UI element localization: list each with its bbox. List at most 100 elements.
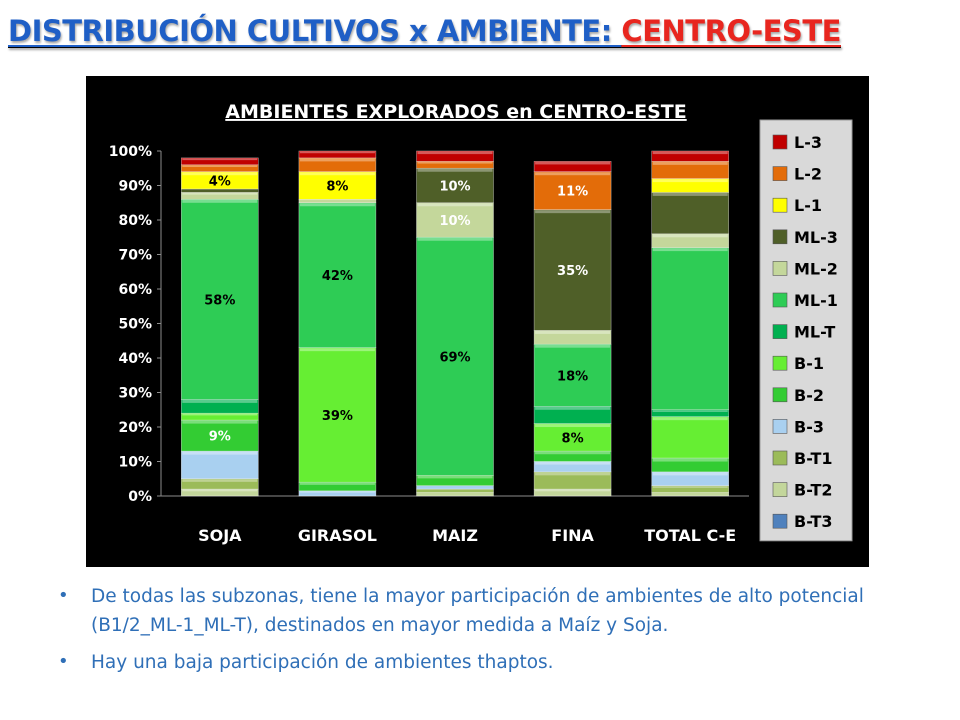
bar-segment-fina-ml-1 [533,343,612,407]
bar-segment-soja-l-3 [181,157,259,166]
bar-segment-highlight [182,172,258,176]
bar-segment-highlight [299,151,375,154]
bar-segment-highlight [182,451,258,455]
bar-segment-highlight [535,210,611,214]
y-tick-label: 70% [118,248,152,264]
legend-label-ml-1: ML-1 [794,291,838,310]
y-tick-label: 30% [118,386,152,402]
bar-segment-total-c-e-ml-1 [651,247,730,411]
bar-segment-highlight [299,172,375,176]
bar-segment-maiz-b-3 [416,485,494,490]
data-label: 11% [557,185,588,200]
y-tick-label: 40% [118,351,152,367]
bullet-item: • Hay una baja participación de ambiente… [58,648,938,677]
bar-segment-maiz-l-3 [416,150,494,162]
bar-segment-highlight [652,458,728,462]
bar-segment-highlight [535,330,611,334]
y-tick-label: 80% [118,213,152,229]
legend-swatch-l-3 [772,134,788,150]
data-label: 18% [557,369,588,384]
bar-segment-highlight [652,151,728,155]
legend-label-l-2: L-2 [794,165,822,184]
bar-segment-maiz-ml-3 [416,167,494,204]
legend-swatch-ml-1 [772,292,788,308]
bar-segment-maiz-b-t2 [416,492,494,497]
data-label: 8% [326,180,348,195]
x-tick-label-maiz: MAIZ [432,526,478,545]
data-label: 42% [322,269,353,284]
bar-segment-highlight [182,192,258,195]
bar-segment-total-c-e-b-1 [651,416,730,459]
y-tick-label: 10% [118,455,152,471]
bar-segment-highlight [535,451,611,455]
legend-label-ml-t: ML-T [794,323,835,342]
legend-swatch-b-1 [772,355,788,371]
x-tick-label-soja: SOJA [198,526,242,545]
y-tick-label: 100% [109,144,152,160]
data-label: 35% [557,264,588,279]
bar-segment-highlight [299,348,375,352]
legend-label-ml-2: ML-2 [794,259,838,278]
page-title: DISTRIBUCIÓN CULTIVOS x AMBIENTE: CENTRO… [8,14,841,48]
bar-segment-highlight [535,462,611,465]
legend-label-b-2: B-2 [794,386,824,405]
bullet-text: De todas las subzonas, tiene la mayor pa… [91,586,864,636]
bar-segment-fina-l-2 [533,171,612,210]
page-title-main: DISTRIBUCIÓN CULTIVOS x AMBIENTE: [8,14,622,48]
bar-segment-highlight [182,489,258,492]
bar-segment-highlight [417,475,493,479]
bar-segment-highlight [182,413,258,416]
bar-segment-highlight [417,203,493,207]
bullet-text: Hay una baja participación de ambientes … [91,652,554,673]
chart-panel: AMBIENTES EXPLORADOS en CENTRO-ESTE 0% 10%… [86,76,869,567]
bar-segment-highlight [299,203,375,207]
data-label: 4% [209,174,231,189]
bar-segment-highlight [535,406,611,410]
bar-segment-total-c-e-b-t2 [651,492,730,497]
bar-segment-girasol-b-1 [298,347,377,483]
bar-segment-maiz-ml-2 [416,202,494,238]
bar-segment-highlight [417,168,493,172]
bar-segment-highlight [182,420,258,424]
bullet-dot-icon: • [58,651,69,672]
bar-segment-total-c-e-l-3 [651,150,730,162]
bar-segment-highlight [535,472,611,476]
bar-segment-highlight [182,399,258,403]
bar-segment-highlight [652,472,728,476]
legend-swatch-b-t2 [772,482,788,497]
chart-title: AMBIENTES EXPLORADOS en CENTRO-ESTE [225,101,686,123]
bar-segment-highlight [652,410,728,412]
y-tick-label: 60% [118,282,152,298]
bar-segment-highlight [652,417,728,421]
data-label: 8% [562,431,584,446]
stacked-bar-chart: AMBIENTES EXPLORADOS en CENTRO-ESTE 0% 10%… [109,101,853,545]
data-label: 9% [209,430,231,445]
bar-segment-maiz-ml-1 [416,236,494,476]
bar-segment-highlight [535,489,611,492]
bar-segment-total-c-e-ml-3 [651,192,730,235]
bullet-list: • De todas las subzonas, tiene la mayor … [58,582,938,685]
bullet-item: • De todas las subzonas, tiene la mayor … [58,582,938,640]
data-label: 58% [204,293,235,308]
legend-swatch-b-3 [772,419,788,434]
bar-segment-soja-ml-1 [181,199,259,400]
bar-segment-girasol-l-3 [298,150,377,159]
legend-swatch-b-2 [772,387,788,403]
legend-label-b-3: B-3 [794,417,824,436]
data-label: 10% [439,180,470,195]
bar-segment-highlight [182,165,258,168]
bar-segment-highlight [535,161,611,165]
bar-segment-highlight [652,248,728,252]
bar-segment-fina-l-3 [533,161,612,172]
legend-swatch-ml-3 [772,229,788,245]
data-label: 69% [439,350,470,365]
y-tick-label: 20% [118,420,152,436]
bar-segment-highlight [417,237,493,241]
bar-segment-highlight [417,161,493,164]
bar-segment-fina-ml-3 [533,209,612,331]
x-tick-label-girasol: GIRASOL [298,526,377,545]
x-tick-label-fina: FINA [551,526,594,545]
bar-segment-highlight [182,479,258,482]
legend-label-ml-3: ML-3 [794,228,838,247]
bar-segment-maiz-b-t1 [416,488,494,493]
